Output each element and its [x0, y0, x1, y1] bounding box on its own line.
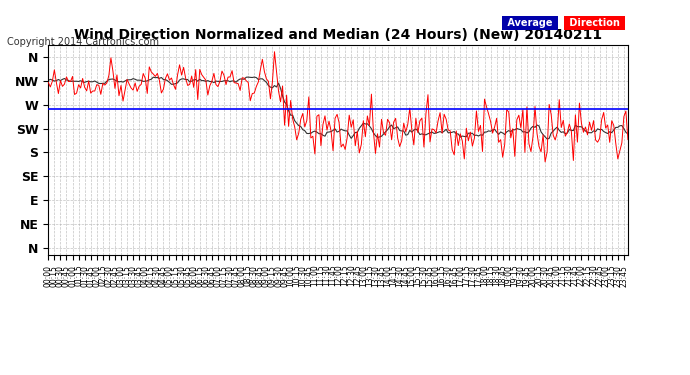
- Text: Copyright 2014 Cartronics.com: Copyright 2014 Cartronics.com: [7, 37, 159, 47]
- Text: Direction: Direction: [566, 18, 623, 28]
- Title: Wind Direction Normalized and Median (24 Hours) (New) 20140211: Wind Direction Normalized and Median (24…: [74, 28, 602, 42]
- Text: Average: Average: [504, 18, 555, 28]
